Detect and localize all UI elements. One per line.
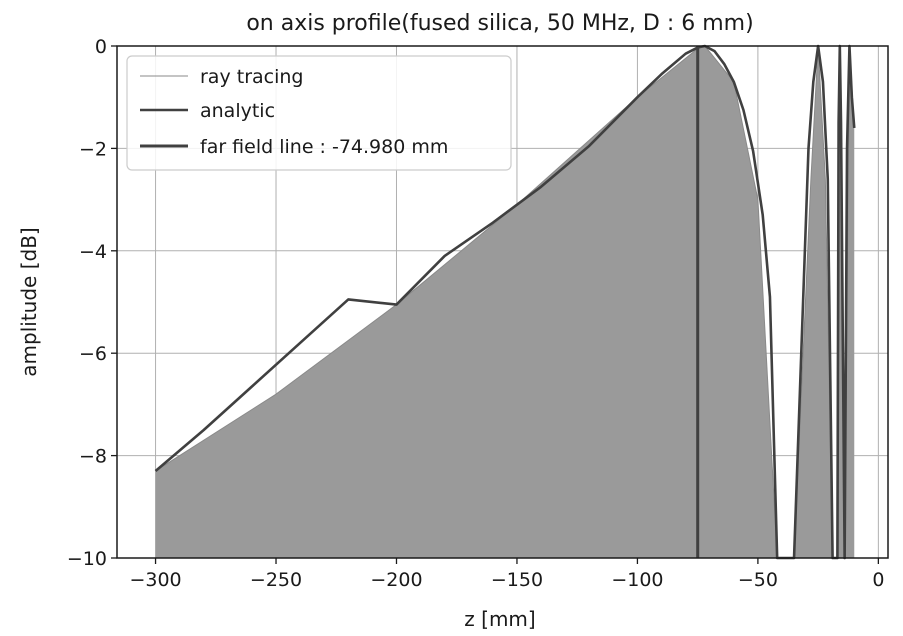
x-tick-label-2: −200 [370,569,422,591]
y-tick-label-1: −2 [79,138,107,160]
legend-box [126,55,512,171]
x-tick-label-4: −100 [611,569,663,591]
y-tick-label-0: 0 [95,36,107,58]
x-axis-label: z [mm] [464,607,535,631]
y-tick-label-5: −10 [67,548,107,570]
legend: ray tracing analytic far field line : -74.… [126,55,512,171]
plot-frame [116,45,889,559]
x-tick-label-0: −300 [129,569,181,591]
x-tick-label-3: −150 [491,569,543,591]
ray-tracing-fill [155,46,855,558]
y-axis-label: amplitude [dB] [17,227,41,376]
legend-label-0: ray tracing [200,66,303,88]
y-tick-label-2: −4 [79,241,107,263]
x-tick-label-6: 0 [872,569,884,591]
y-tick-label-3: −6 [79,343,107,365]
legend-label-2: far field line : -74.980 mm [200,136,448,158]
x-tick-label-5: −50 [738,569,778,591]
chart-title: on axis profile(fused silica, 50 MHz, D … [246,11,753,36]
y-tick-label-4: −8 [79,446,107,468]
legend-label-1: analytic [200,100,275,122]
ray-tracing-area [155,46,855,558]
ticks: −300 −250 −200 −150 −100 −50 0 0 −2 −4 −6 −8 −10 [67,36,885,591]
series-line-analytic [154,44,856,560]
x-tick-label-1: −250 [250,569,302,591]
